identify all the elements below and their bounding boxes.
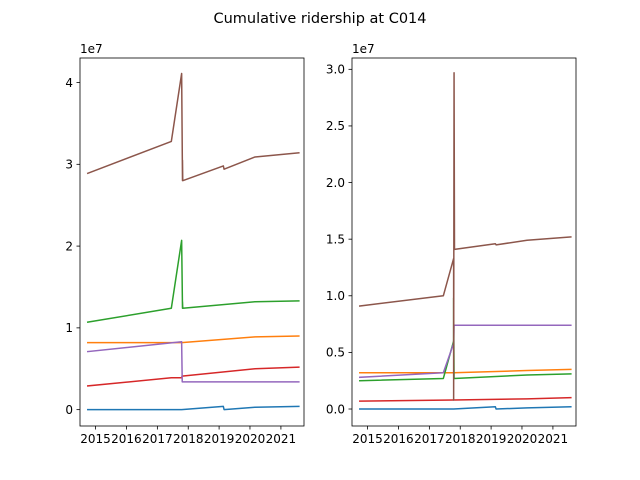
left-series-group — [86, 72, 300, 411]
left-series-line-3 — [86, 239, 300, 324]
right-ytick-label-0: 0.0 — [326, 402, 345, 416]
left-xtick-label-2021: 2021 — [266, 432, 297, 446]
left-xtick-label-2018: 2018 — [173, 432, 204, 446]
left-xtick-label-2020: 2020 — [235, 432, 266, 446]
left-axes: 1e7 2015 2016 2017 2018 2019 2020 2021 0 1 2 3 4 — [65, 42, 305, 446]
figure-title: Cumulative ridership at C014 — [213, 11, 426, 27]
right-ytick-label-4: 2.0 — [326, 176, 345, 190]
left-xtick-label-2016: 2016 — [111, 432, 142, 446]
right-series-line-6 — [358, 71, 572, 401]
left-ytick-label-1: 1 — [65, 321, 73, 335]
right-xtick-label-2019: 2019 — [476, 432, 507, 446]
left-ytick-label-2: 2 — [65, 239, 73, 253]
right-offset-label: 1e7 — [352, 42, 375, 56]
left-xtick-label-2017: 2017 — [142, 432, 173, 446]
right-series-line-4 — [359, 396, 572, 402]
right-xtick-label-2021: 2021 — [538, 432, 569, 446]
left-ytick-label-0: 0 — [65, 403, 73, 417]
right-ytick-label-5: 2.5 — [326, 119, 345, 133]
right-xtick-label-2018: 2018 — [445, 432, 476, 446]
left-ytick-label-3: 3 — [65, 158, 73, 172]
right-ytick-label-2: 1.0 — [326, 289, 345, 303]
right-xtick-label-2016: 2016 — [383, 432, 414, 446]
left-offset-label: 1e7 — [80, 42, 103, 56]
right-series-line-2 — [359, 368, 572, 374]
right-xtick-label-2020: 2020 — [507, 432, 538, 446]
left-series-line-5 — [86, 341, 300, 383]
right-series-group — [358, 71, 572, 410]
left-series-line-1 — [87, 405, 300, 411]
right-plot-area — [358, 71, 572, 410]
left-plot-area — [86, 72, 300, 411]
right-axes-frame — [351, 57, 577, 427]
left-series-line-6 — [86, 72, 300, 182]
left-ytick-label-4: 4 — [65, 76, 73, 90]
right-ytick-label-6: 3.0 — [326, 63, 345, 77]
right-ytick-label-3: 1.5 — [326, 232, 345, 246]
left-series-line-2 — [87, 335, 300, 344]
right-ytick-label-1: 0.5 — [326, 346, 345, 360]
right-series-line-1 — [359, 405, 572, 410]
right-xtick-label-2015: 2015 — [352, 432, 383, 446]
left-xtick-label-2019: 2019 — [204, 432, 235, 446]
left-axes-frame — [79, 57, 305, 427]
left-xtick-label-2015: 2015 — [80, 432, 111, 446]
right-xtick-label-2017: 2017 — [414, 432, 445, 446]
right-axes: 1e7 2015 2016 2017 2018 2019 2020 2021 0.0 0.5 1.… — [326, 42, 577, 446]
